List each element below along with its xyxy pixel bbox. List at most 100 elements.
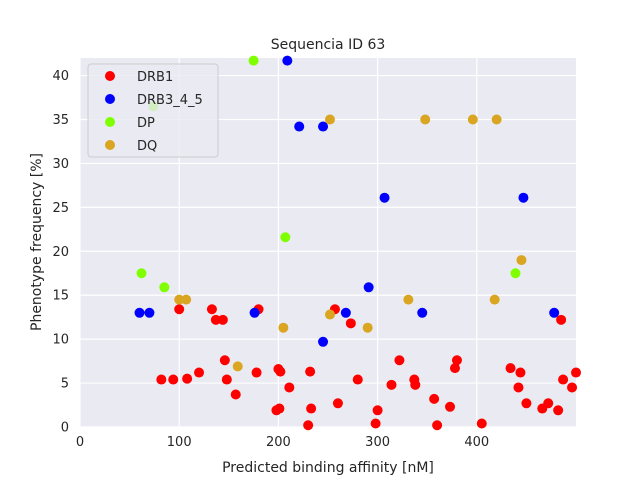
data-point [489,294,500,305]
data-point [294,121,305,132]
data-point [372,405,383,416]
y-tick-label: 5 [61,377,69,392]
data-point [429,393,440,404]
y-tick-label: 30 [52,157,69,172]
data-point [332,398,343,409]
data-point [420,114,431,125]
data-point [274,403,285,414]
data-point [417,307,428,318]
data-point [558,374,569,385]
data-point [521,398,532,409]
series-dq [174,114,527,372]
chart-title: Sequencia ID 63 [271,37,386,53]
legend-label: DRB1 [137,70,173,85]
data-point [543,398,554,409]
data-point [394,355,405,366]
legend-box [87,63,219,158]
data-point [206,304,217,315]
data-point [251,367,262,378]
data-points [134,55,581,431]
data-point [324,114,335,125]
data-point [305,366,316,377]
data-point [432,420,443,431]
data-point [467,114,478,125]
data-point [571,367,581,378]
series-drb3-4-5 [134,55,560,347]
data-point [386,379,397,390]
data-point [230,389,241,400]
data-point [340,307,351,318]
data-point [567,382,578,393]
data-point [379,192,390,203]
data-point [549,307,560,318]
x-tick-label: 400 [464,435,489,450]
series-drb1 [156,304,581,431]
data-point [280,232,291,243]
y-tick-label: 35 [52,113,69,128]
data-point [217,314,228,325]
data-point [345,318,356,329]
y-tick-label: 0 [61,421,69,436]
data-point [284,382,295,393]
data-point [168,374,179,385]
data-point [221,374,232,385]
y-tick-label: 15 [52,289,69,304]
data-point [505,363,516,374]
data-point [210,314,221,325]
data-point [476,418,487,429]
y-axis-label: Phenotype frequency [%] [29,153,45,331]
y-tick-label: 25 [52,201,69,216]
data-point [134,307,145,318]
legend-label: DQ [137,139,157,154]
data-point [275,366,286,377]
data-point [159,282,170,293]
data-point [232,361,243,372]
legend: DRB1 DRB3_4_5 DP DQ [87,63,219,158]
data-point [449,363,460,374]
data-point [306,403,317,414]
y-tick-label: 10 [52,333,69,348]
data-point [249,307,260,318]
data-point [451,355,462,366]
data-point [513,382,524,393]
data-point [194,367,205,378]
data-point [516,255,527,266]
x-tick-label: 0 [76,435,84,450]
data-point [181,294,192,305]
data-point [174,304,185,315]
data-point [248,55,259,66]
data-point [445,401,456,412]
legend-label: DRB3_4_5 [137,93,203,108]
data-point [174,294,185,305]
legend-label: DP [137,116,155,131]
x-axis-label: Predicted binding affinity [nM] [222,460,434,476]
legend-marker [105,94,115,104]
data-point [491,114,502,125]
data-point [403,294,414,305]
data-point [318,336,329,347]
tick-labels: 0 100 200 300 400 0 5 10 15 20 25 30 35 40 [52,69,489,450]
data-point [156,374,167,385]
data-point [352,374,363,385]
data-point [363,282,374,293]
data-point [278,322,289,333]
data-point [370,418,381,429]
x-tick-label: 100 [167,435,192,450]
data-point [518,192,529,203]
data-point [510,268,521,279]
data-point [515,367,526,378]
data-point [144,307,155,318]
data-point [282,55,293,66]
data-point [303,420,314,431]
data-point [136,268,147,279]
legend-marker [105,117,115,127]
grid [79,58,576,428]
data-point [553,405,564,416]
data-point [318,121,329,132]
data-point [556,314,567,325]
y-tick-label: 40 [52,69,69,84]
data-point [219,355,230,366]
data-point [182,373,193,384]
